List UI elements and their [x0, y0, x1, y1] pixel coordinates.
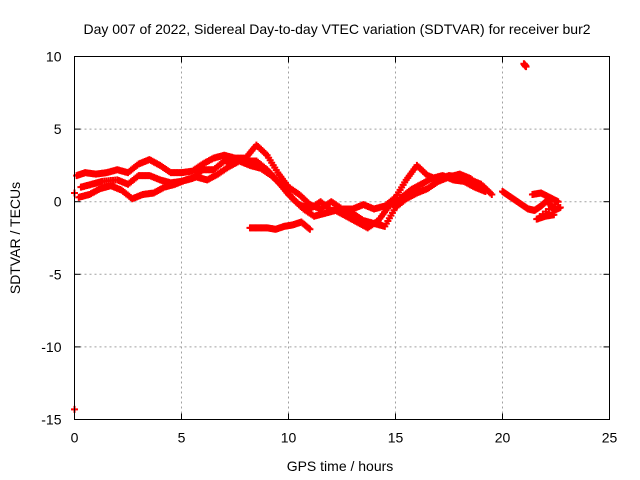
chart-title: Day 007 of 2022, Sidereal Day-to-day VTE…: [83, 21, 590, 37]
series-track-e: [71, 60, 564, 413]
x-tick-label: 10: [281, 430, 297, 446]
y-tick-label: -5: [49, 266, 62, 282]
x-tick-label: 0: [71, 430, 79, 446]
x-axis-title: GPS time / hours: [287, 458, 394, 474]
series-track-c: [75, 157, 489, 232]
y-tick-label: 10: [46, 49, 62, 65]
y-axis-title: SDTVAR / TECUs: [7, 182, 23, 294]
data-point-marker: [305, 224, 313, 232]
x-tick-label: 5: [178, 430, 186, 446]
y-tick-label: -10: [41, 339, 61, 355]
plot-frame: [74, 56, 610, 420]
y-tick-label: -15: [41, 412, 61, 428]
data-point-marker: [488, 190, 496, 198]
y-tick-label: 5: [54, 121, 62, 137]
data-point-marker: [522, 63, 530, 71]
axis-ticks: 0 5 10 15 20 25 -15 -10 -5 0 5 10: [41, 49, 617, 446]
x-tick-label: 15: [388, 430, 404, 446]
y-tick-label: 0: [54, 194, 62, 210]
data-point-marker: [481, 188, 489, 196]
data-point-marker: [550, 211, 558, 219]
x-tick-label: 20: [495, 430, 511, 446]
data-points: [71, 60, 564, 413]
data-point-marker: [306, 225, 314, 233]
series-track-d: [246, 218, 314, 233]
data-point-marker: [556, 204, 564, 212]
x-tick-label: 25: [602, 430, 618, 446]
